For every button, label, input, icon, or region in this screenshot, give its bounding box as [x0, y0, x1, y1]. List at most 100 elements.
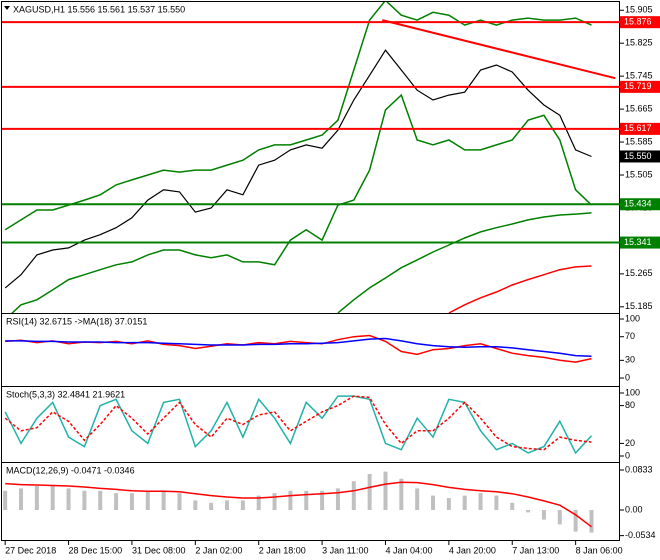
series-line: [337, 212, 592, 313]
level-tag: [620, 236, 660, 249]
x-tick-label: 27 Dec 2018: [5, 545, 56, 555]
y-tick-label: 15.185: [625, 301, 653, 311]
histogram-bar: [367, 473, 372, 510]
y-tick-label: 80: [625, 400, 635, 410]
panel-title: XAGUSD,H1 15.556 15.561 15.537 15.550: [13, 4, 185, 14]
series-line: [5, 481, 592, 528]
series-line: [5, 337, 592, 357]
histogram-bar: [304, 490, 309, 510]
histogram-bar: [399, 478, 404, 510]
level-tag: [620, 198, 660, 211]
y-tick-label: 0.00: [625, 504, 643, 514]
histogram-bar: [446, 497, 451, 510]
x-tick-label: 2 Jan 02:00: [195, 545, 242, 555]
series-line: [4, 2, 592, 231]
y-tick-label: 100: [625, 313, 640, 323]
x-tick-label: 4 Jan 04:00: [385, 545, 432, 555]
histogram-bar: [573, 509, 578, 532]
series-line: [448, 265, 592, 313]
x-tick-label: 31 Dec 08:00: [132, 545, 186, 555]
histogram-bar: [98, 490, 103, 510]
histogram-bar: [541, 509, 546, 520]
y-tick-label: 15.825: [625, 38, 653, 48]
plot-area: [5, 334, 592, 363]
histogram-bar: [19, 488, 24, 510]
trendline: [382, 19, 616, 80]
frame: [1, 1, 620, 541]
histogram-bar: [145, 490, 150, 510]
histogram-bar: [288, 490, 293, 510]
histogram-bar: [3, 490, 8, 510]
x-tick-label: 2 Jan 18:00: [259, 545, 306, 555]
histogram-bar: [34, 485, 39, 510]
level-tag: [620, 122, 660, 135]
histogram-bar: [82, 490, 87, 510]
y-tick-label: 100: [625, 387, 640, 397]
histogram-bar: [510, 502, 515, 510]
y-tick-label: 70: [625, 331, 635, 341]
histogram-bar: [114, 493, 119, 510]
histogram-bar: [462, 495, 467, 510]
y-tick-label: 15.905: [625, 5, 653, 15]
panel-title: Stoch(5,3,3) 32.4841 21.9621: [6, 389, 125, 399]
y-tick-label: 15.505: [625, 169, 653, 179]
level-label: 15.719: [624, 81, 652, 91]
histogram-bar: [383, 471, 388, 510]
histogram-bar: [240, 500, 245, 510]
y-tick-label: 30: [625, 355, 635, 365]
histogram-bar: [415, 488, 420, 510]
series-line: [4, 49, 592, 289]
x-tick-label: 3 Jan 11:00: [322, 545, 368, 555]
y-tick-label: 0: [625, 372, 630, 382]
dropdown-icon: [4, 6, 10, 10]
y-tick-label: 15.745: [625, 71, 653, 81]
y-tick-label: 15.585: [625, 136, 653, 146]
level-tag: [620, 80, 660, 93]
series-line: [4, 395, 593, 455]
y-tick-label: -0.0534: [625, 530, 656, 540]
histogram-bar: [50, 485, 55, 510]
histogram-bar: [225, 500, 230, 510]
histogram-bar: [177, 493, 182, 510]
level-label: 15.617: [624, 123, 652, 133]
series-line: [11, 93, 593, 313]
y-tick-label: 20: [625, 438, 635, 448]
y-tick-label: 0.0833: [625, 464, 653, 474]
histogram-bar: [335, 488, 340, 510]
panel-title: RSI(14) 32.6715 ->MA(18) 37.0151: [6, 316, 147, 326]
histogram-bar: [351, 481, 356, 510]
series-line: [4, 395, 592, 451]
plot-area: [3, 471, 594, 533]
level-label: 15.876: [624, 17, 652, 27]
histogram-bar: [478, 493, 483, 510]
histogram-bar: [320, 490, 325, 510]
histogram-bar: [272, 493, 277, 510]
panel-title: MACD(12,26,9) -0.0471 -0.0346: [6, 465, 135, 475]
histogram-bar: [193, 500, 198, 510]
level-label: 15.341: [624, 237, 652, 247]
histogram-bar: [129, 493, 134, 510]
histogram-bar: [494, 495, 499, 510]
x-tick-label: 8 Jan 06:00: [576, 545, 623, 555]
histogram-bar: [431, 495, 436, 510]
level-label: 15.434: [624, 199, 652, 209]
y-tick-label: 15.265: [625, 268, 653, 278]
histogram-bar: [256, 495, 261, 510]
histogram-bar: [589, 509, 594, 533]
x-tick-label: 4 Jan 20:00: [449, 545, 496, 555]
histogram-bar: [209, 502, 214, 510]
histogram-bar: [557, 509, 562, 525]
y-tick-label: 0: [625, 450, 630, 460]
plot-area: [2, 2, 620, 313]
histogram-bar: [161, 490, 166, 510]
x-tick-label: 7 Jan 13:00: [512, 545, 559, 555]
histogram-bar: [66, 488, 71, 510]
x-tick-label: 28 Dec 15:00: [69, 545, 123, 555]
last-price-label: 15.550: [624, 151, 652, 161]
level-tag: [620, 16, 660, 29]
last-price-tag: [620, 150, 660, 163]
plot-area: [4, 395, 593, 455]
y-tick-label: 15.665: [625, 103, 653, 113]
